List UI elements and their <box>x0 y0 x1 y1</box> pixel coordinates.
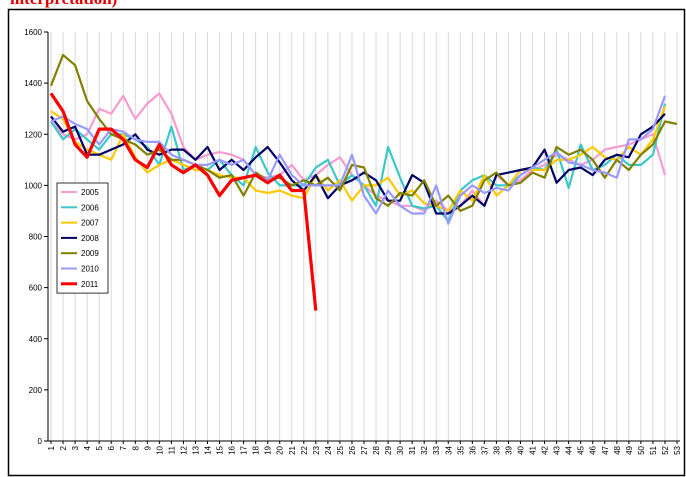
y-tick-label: 1600 <box>24 28 42 37</box>
legend-label: 2007 <box>81 219 99 228</box>
x-tick-label: 20 <box>276 445 285 454</box>
x-tick-label: 44 <box>565 445 574 454</box>
x-tick-label: 18 <box>252 445 261 454</box>
x-tick-label: 42 <box>541 445 550 454</box>
series-line <box>50 105 667 212</box>
y-tick-label: 200 <box>29 386 43 395</box>
series-line <box>50 95 667 225</box>
x-tick-label: 25 <box>336 445 345 454</box>
legend-label: 2011 <box>81 280 99 289</box>
x-tick-label: 4 <box>83 445 92 450</box>
x-tick-label: 6 <box>107 445 116 450</box>
x-tick-label: 28 <box>372 445 381 454</box>
x-tick-label: 22 <box>300 445 309 454</box>
x-tick-label: 14 <box>204 445 213 454</box>
x-tick-label: 47 <box>601 445 610 454</box>
x-tick-label: 15 <box>216 445 225 454</box>
x-tick-label: 40 <box>517 445 526 454</box>
legend-label: 2009 <box>81 249 99 258</box>
x-tick-label: 52 <box>661 445 670 454</box>
x-tick-label: 32 <box>420 445 429 454</box>
x-tick-label: 17 <box>240 445 249 454</box>
x-tick-label: 34 <box>444 445 453 454</box>
x-tick-label: 41 <box>529 445 538 454</box>
x-tick-label: 48 <box>613 445 622 454</box>
x-tick-label: 11 <box>167 445 176 454</box>
x-tick-label: 35 <box>456 445 465 454</box>
chart-title: interpretation) <box>10 0 117 8</box>
x-tick-label: 1 <box>47 445 56 450</box>
x-tick-label: 33 <box>432 445 441 454</box>
chart-frame <box>7 8 686 477</box>
x-tick-label: 2 <box>59 445 68 450</box>
y-tick-label: 0 <box>38 437 43 446</box>
y-tick-label: 1400 <box>24 79 42 88</box>
x-tick-label: 36 <box>468 445 477 454</box>
x-tick-label: 26 <box>348 445 357 454</box>
x-tick-label: 46 <box>589 445 598 454</box>
x-tick-label: 12 <box>179 445 188 454</box>
x-tick-label: 37 <box>480 445 489 454</box>
x-tick-label: 8 <box>131 445 140 450</box>
x-tick-label: 16 <box>228 445 237 454</box>
x-tick-label: 24 <box>324 445 333 454</box>
y-tick-label: 800 <box>29 233 43 242</box>
x-tick-label: 30 <box>396 445 405 454</box>
x-tick-label: 27 <box>360 445 369 454</box>
x-tick-label: 38 <box>492 445 501 454</box>
x-tick-label: 9 <box>143 445 152 450</box>
x-tick-label: 29 <box>384 445 393 454</box>
x-tick-label: 31 <box>408 445 417 454</box>
legend-label: 2010 <box>81 265 99 274</box>
x-tick-label: 51 <box>649 445 658 454</box>
x-tick-label: 7 <box>119 445 128 450</box>
x-tick-label: 19 <box>264 445 273 454</box>
legend-label: 2005 <box>81 188 99 197</box>
y-tick-label: 1200 <box>24 130 42 139</box>
x-tick-label: 10 <box>155 445 164 454</box>
y-tick-label: 1000 <box>24 181 42 190</box>
y-tick-label: 400 <box>29 335 43 344</box>
legend-label: 2008 <box>81 234 99 243</box>
x-tick-label: 49 <box>625 445 634 454</box>
x-tick-label: 13 <box>191 445 200 454</box>
x-tick-label: 39 <box>504 445 513 454</box>
x-tick-label: 21 <box>288 445 297 454</box>
legend-label: 2006 <box>81 203 99 212</box>
x-tick-label: 43 <box>553 445 562 454</box>
x-tick-label: 50 <box>637 445 646 454</box>
x-tick-label: 23 <box>312 445 321 454</box>
x-tick-label: 53 <box>673 445 682 454</box>
y-tick-label: 600 <box>29 284 43 293</box>
x-tick-label: 45 <box>577 445 586 454</box>
x-tick-label: 5 <box>95 445 104 450</box>
series-line <box>49 92 318 311</box>
x-tick-label: 3 <box>71 445 80 450</box>
